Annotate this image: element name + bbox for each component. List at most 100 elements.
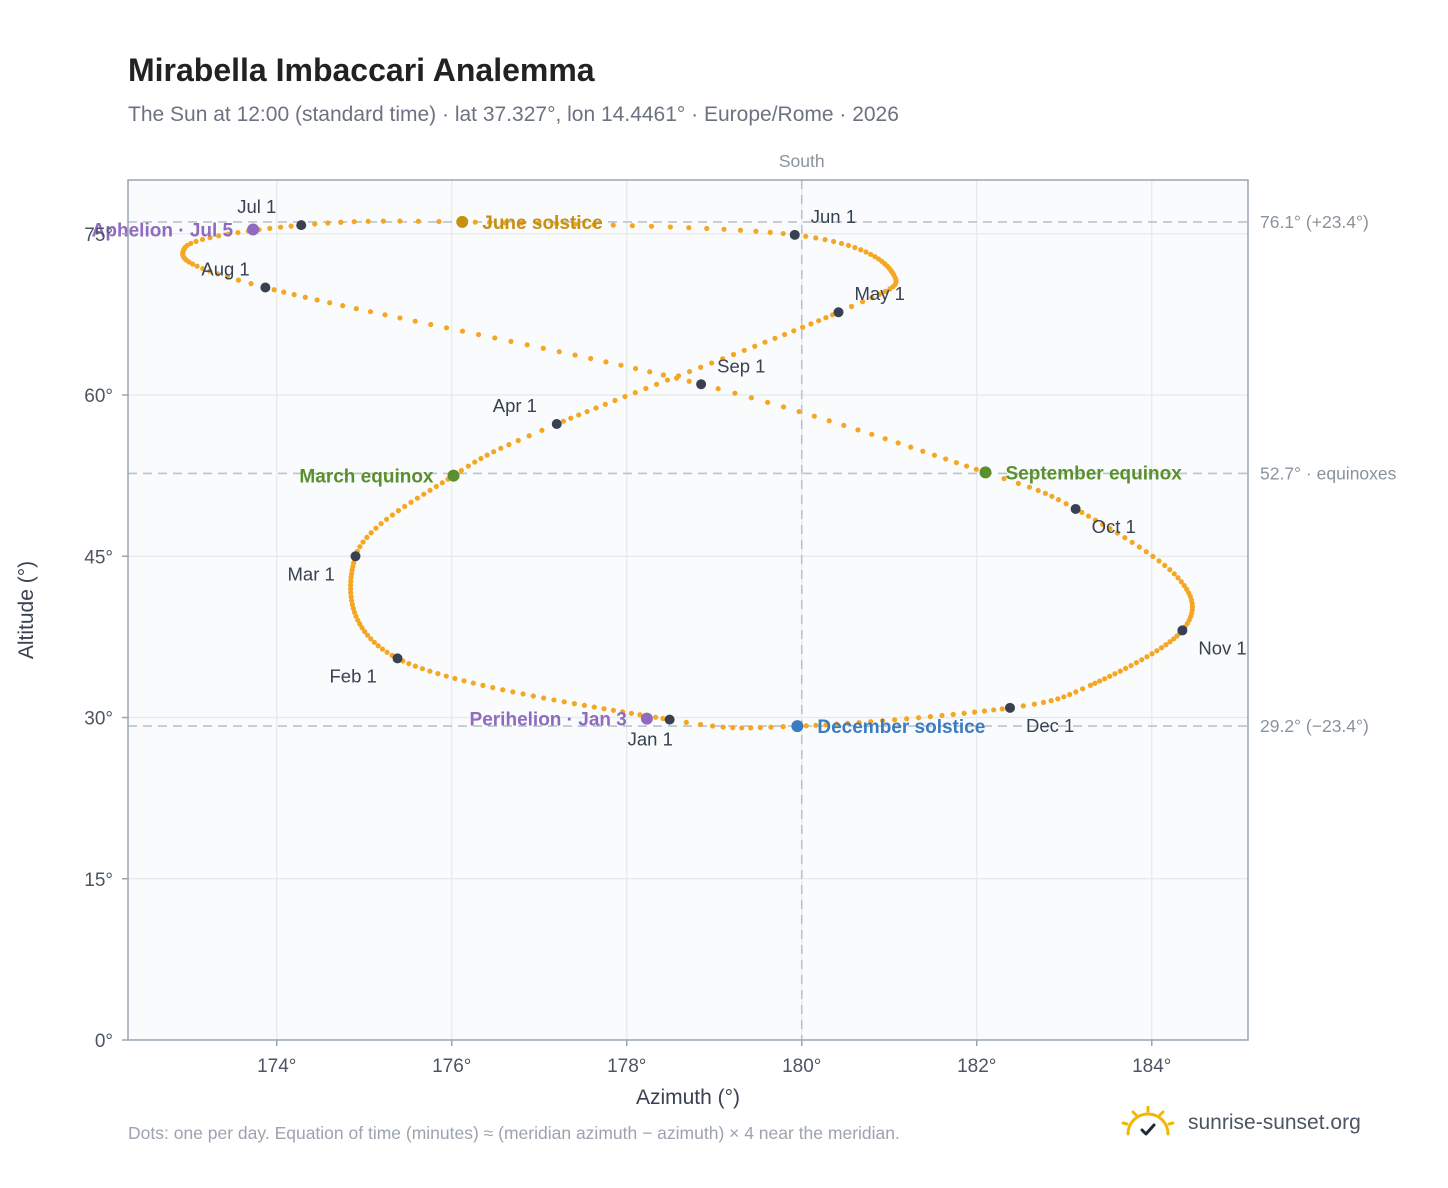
daily-dot — [1042, 490, 1048, 496]
brand[interactable]: sunrise-sunset.org — [1120, 1101, 1361, 1145]
daily-dot — [384, 516, 390, 522]
daily-dot — [991, 707, 997, 713]
daily-dot — [859, 299, 866, 305]
daily-dot — [803, 233, 809, 239]
y-tick-label: 30° — [84, 709, 113, 730]
daily-dot — [852, 244, 858, 251]
daily-dot — [833, 721, 840, 727]
daily-dot — [419, 666, 425, 672]
event-marker — [247, 223, 260, 236]
month-marker — [350, 551, 361, 562]
daily-dot — [632, 365, 639, 372]
daily-dot — [554, 221, 560, 227]
reference-lines: 76.1° (+23.4°) 52.7° · equinoxes 29.2° (−2… — [128, 212, 1397, 736]
daily-dot — [780, 230, 786, 237]
daily-dot — [803, 723, 809, 729]
event-marker — [791, 720, 804, 733]
daily-dot — [556, 349, 562, 355]
event-markers: June solstice December solstice March equi… — [92, 213, 1183, 738]
daily-dot — [999, 706, 1005, 712]
daily-dot — [748, 725, 754, 731]
daily-dot — [500, 687, 506, 693]
daily-dot — [490, 684, 496, 691]
daily-dot — [591, 704, 597, 710]
daily-dot — [436, 218, 442, 225]
daily-dot — [748, 395, 754, 401]
daily-dot — [472, 219, 478, 225]
daily-dot — [796, 408, 802, 415]
daily-dot — [349, 598, 355, 604]
event-label: June solstice — [482, 213, 602, 234]
daily-dot — [602, 401, 608, 407]
daily-dot — [581, 702, 588, 708]
daily-dot — [720, 724, 726, 730]
daily-dot — [715, 386, 721, 392]
daily-dot — [571, 701, 577, 707]
month-label: Aug 1 — [201, 259, 249, 280]
daily-dot — [830, 238, 837, 245]
daily-dot — [653, 714, 659, 720]
daily-dot — [709, 360, 715, 366]
event-label: Aphelion · Jul 5 — [92, 220, 234, 241]
daily-dot — [971, 709, 978, 715]
daily-dot — [524, 342, 530, 348]
month-markers: Jan 1 Feb 1 Mar 1 Apr 1 May 1 Jun 1 Jul 1 Aug 1… — [201, 196, 1246, 750]
daily-dot — [1107, 673, 1113, 679]
daily-dot — [664, 377, 671, 383]
daily-dot — [1154, 648, 1160, 654]
daily-dot — [373, 525, 379, 531]
month-label: Jan 1 — [628, 729, 673, 750]
daily-dot — [551, 697, 557, 703]
daily-dot — [281, 289, 287, 295]
daily-dot — [225, 231, 231, 237]
daily-dot — [660, 372, 667, 378]
daily-dot — [709, 723, 716, 729]
daily-dot — [863, 249, 869, 255]
daily-dot — [880, 718, 886, 724]
daily-dot — [199, 236, 206, 243]
daily-dot — [427, 487, 433, 493]
brand-name[interactable]: sunrise-sunset.org — [1188, 1111, 1361, 1134]
daily-dot — [475, 331, 482, 338]
daily-dot — [327, 300, 333, 306]
daily-dot — [487, 219, 493, 226]
daily-dot — [868, 251, 874, 257]
daily-dot — [1158, 645, 1165, 651]
daily-dot — [686, 225, 692, 231]
daily-dot — [367, 309, 374, 315]
daily-dot — [1114, 530, 1121, 536]
daily-dot — [588, 355, 594, 362]
daily-dot — [1122, 535, 1128, 541]
daily-dot — [1087, 682, 1094, 688]
daily-dot — [855, 427, 861, 433]
daily-dot — [351, 219, 357, 225]
daily-dot — [248, 281, 254, 287]
daily-dot — [478, 455, 484, 462]
daily-dot — [908, 444, 914, 450]
month-marker — [1070, 503, 1081, 514]
daily-dot — [365, 218, 371, 224]
reference-line-label: 76.1° (+23.4°) — [1260, 212, 1369, 232]
daily-dot — [1144, 654, 1150, 660]
event-label: Perihelion · Jan 3 — [470, 710, 627, 731]
daily-dot — [762, 339, 768, 345]
daily-dot — [235, 277, 242, 283]
sun-logo-icon — [1121, 1106, 1175, 1136]
x-tick-label: 176° — [432, 1056, 471, 1077]
month-marker — [696, 379, 707, 390]
chart-title: Mirabella Imbaccari Analemma — [128, 52, 595, 88]
daily-dot — [402, 503, 408, 510]
daily-dot — [768, 724, 774, 730]
daily-dot — [772, 335, 778, 341]
daily-dot — [1178, 579, 1184, 585]
daily-dot — [415, 218, 421, 224]
daily-dot — [697, 721, 704, 728]
daily-dot — [1162, 562, 1168, 568]
daily-dot — [1067, 691, 1073, 698]
daily-dot — [618, 362, 624, 368]
daily-dot — [194, 263, 200, 269]
daily-dot — [355, 617, 361, 623]
daily-dot — [648, 223, 655, 229]
daily-dot — [1079, 509, 1085, 515]
daily-dot — [480, 682, 486, 688]
